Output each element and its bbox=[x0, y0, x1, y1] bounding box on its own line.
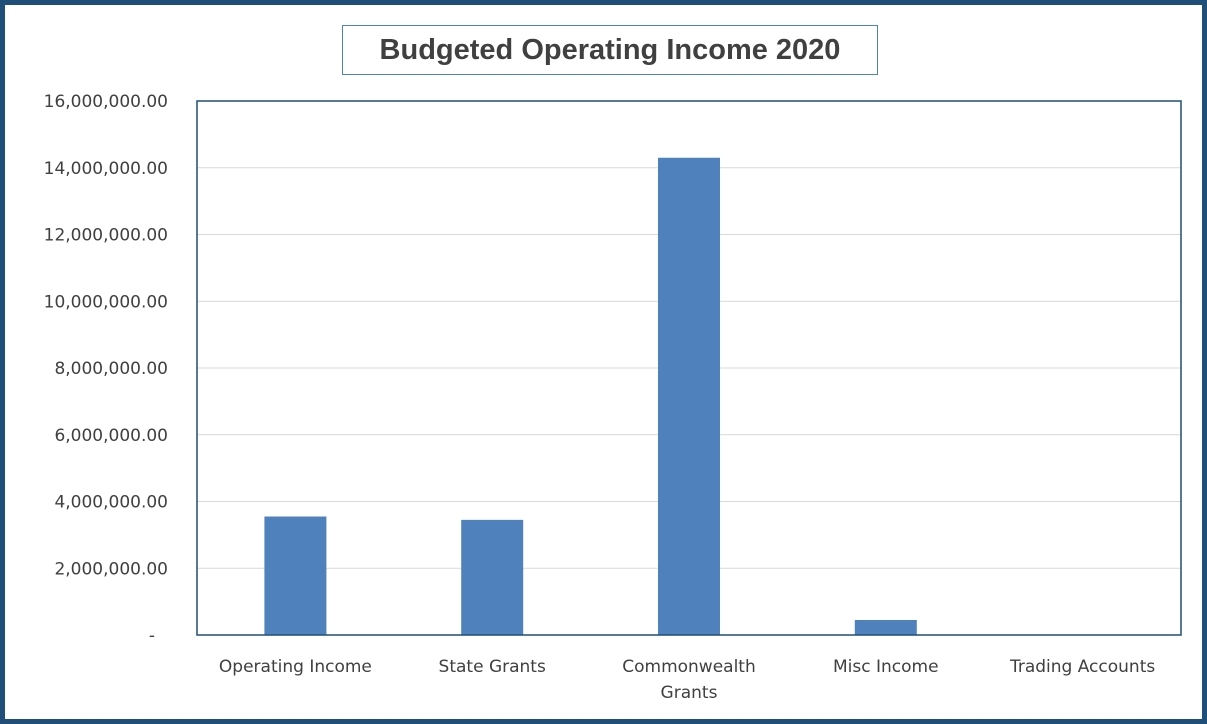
x-category-label: Trading Accounts bbox=[1009, 657, 1155, 677]
y-tick-label: 12,000,000.00 bbox=[44, 226, 168, 246]
chart-title: Budgeted Operating Income 2020 bbox=[342, 25, 878, 75]
x-category-label: Operating Income bbox=[219, 657, 372, 677]
y-tick-label: 6,000,000.00 bbox=[54, 426, 168, 446]
x-category-label: Commonwealth Grants bbox=[622, 657, 756, 703]
bar-chart: - 2,000,000.00 4,000,000.00 6,000,000.00 8,0… bbox=[44, 92, 1182, 703]
bar bbox=[461, 519, 524, 635]
bar bbox=[854, 619, 917, 635]
y-tick-label: 2,000,000.00 bbox=[54, 559, 168, 579]
chart-frame: Budgeted Operating Income 2020 - 2,000,00… bbox=[5, 5, 1202, 719]
plot-area-border bbox=[196, 100, 1182, 636]
y-tick-label: 10,000,000.00 bbox=[44, 292, 168, 312]
y-tick-label: 8,000,000.00 bbox=[54, 359, 168, 379]
y-tick-label: 14,000,000.00 bbox=[44, 159, 168, 179]
y-axis-ticks: - 2,000,000.00 4,000,000.00 6,000,000.00 8,0… bbox=[44, 92, 168, 646]
x-category-label: Misc Income bbox=[833, 657, 939, 677]
y-tick-label: 4,000,000.00 bbox=[54, 493, 168, 513]
x-axis-categories: Operating Income State Grants Commonwealth… bbox=[219, 657, 1155, 703]
bars bbox=[264, 157, 917, 636]
y-tick-label: 16,000,000.00 bbox=[44, 92, 168, 112]
bar bbox=[658, 157, 720, 636]
bar bbox=[264, 516, 327, 635]
x-category-label: State Grants bbox=[439, 657, 546, 677]
y-tick-label: - bbox=[149, 626, 155, 646]
